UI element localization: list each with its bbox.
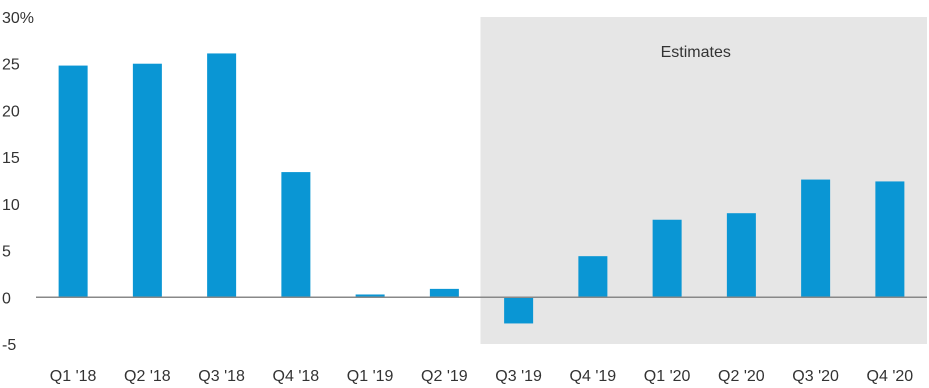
- x-tick-label: Q1 '19: [347, 368, 394, 385]
- y-tick-label: 5: [2, 244, 11, 261]
- bar: [281, 172, 311, 298]
- bar: [726, 213, 756, 298]
- estimates-region-layer: Estimates: [480, 17, 927, 344]
- x-tick-label: Q3 '20: [792, 368, 839, 385]
- x-tick-label: Q3 '19: [495, 368, 542, 385]
- bar: [429, 288, 459, 298]
- bar: [578, 256, 608, 298]
- x-tick-label: Q2 '18: [124, 368, 171, 385]
- bar: [207, 53, 237, 298]
- x-tick-label: Q2 '20: [718, 368, 765, 385]
- y-tick-label: -5: [2, 337, 16, 354]
- bar-layer: [58, 53, 905, 324]
- bar: [652, 219, 682, 298]
- estimates-label: Estimates: [661, 44, 731, 61]
- y-tick-label: 25: [2, 57, 20, 74]
- x-tick-label: Q4 '19: [570, 368, 617, 385]
- x-tick-label: Q2 '19: [421, 368, 468, 385]
- y-tick-label: 10: [2, 197, 20, 214]
- x-tick-label: Q3 '18: [198, 368, 245, 385]
- x-tick-label: Q4 '18: [273, 368, 320, 385]
- estimates-region: [480, 17, 927, 344]
- bar: [504, 297, 534, 324]
- y-tick-label: 0: [2, 290, 11, 307]
- bar: [132, 63, 162, 298]
- y-tick-label: 20: [2, 103, 20, 120]
- x-tick-label: Q4 '20: [867, 368, 914, 385]
- y-tick-label: 30%: [2, 10, 34, 27]
- bar: [58, 65, 88, 298]
- bar: [875, 181, 905, 298]
- bar: [801, 179, 831, 298]
- y-tick-labels: -5 0 5 10 15 20 25 30%: [2, 10, 34, 354]
- x-tick-labels: Q1 '18 Q2 '18 Q3 '18 Q4 '18 Q1 '19 Q2 '19 Q3 '…: [50, 368, 913, 385]
- bar: [355, 294, 385, 298]
- y-tick-label: 15: [2, 150, 20, 167]
- x-tick-label: Q1 '20: [644, 368, 691, 385]
- x-tick-label: Q1 '18: [50, 368, 97, 385]
